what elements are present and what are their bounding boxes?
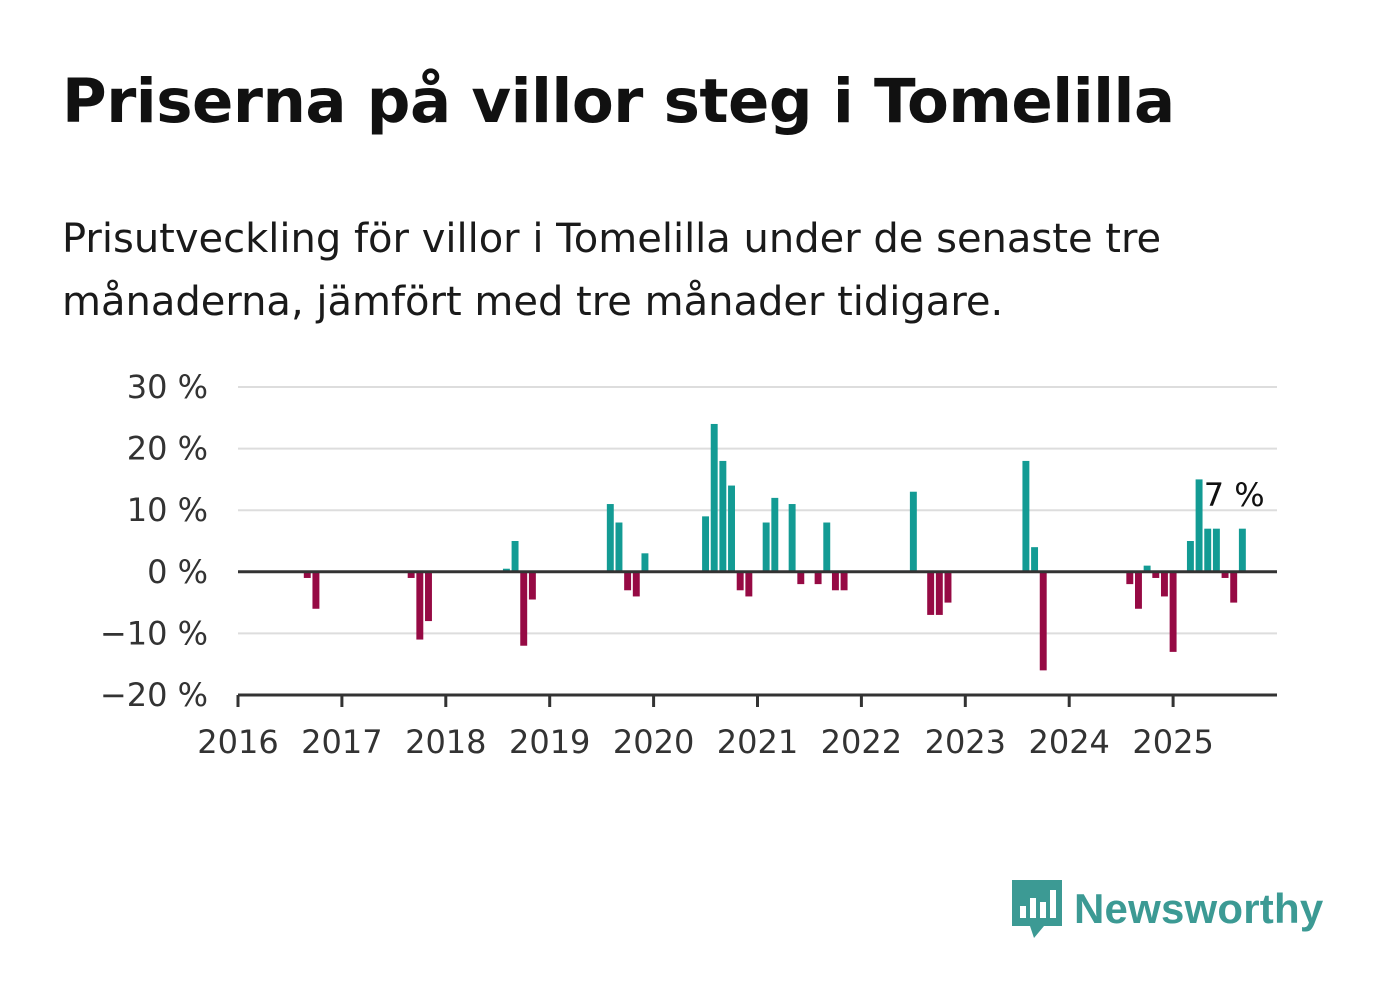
y-tick-label: 20 % bbox=[127, 430, 208, 468]
bar bbox=[1230, 571, 1238, 603]
bar bbox=[407, 571, 415, 578]
bar bbox=[840, 571, 848, 591]
bar bbox=[520, 571, 528, 646]
bar bbox=[762, 522, 770, 572]
annotation: 7 % bbox=[1204, 476, 1265, 514]
x-tick-label: 2023 bbox=[925, 723, 1006, 761]
bar bbox=[1204, 528, 1212, 572]
bar bbox=[1238, 528, 1246, 572]
value-annotation: 7 % bbox=[1204, 476, 1265, 514]
bar bbox=[831, 571, 839, 591]
y-tick-label: −10 % bbox=[100, 614, 208, 652]
chart-subtitle: Prisutveckling för villor i Tomelilla un… bbox=[62, 216, 1162, 325]
brand-name: Newsworthy bbox=[1074, 885, 1324, 932]
bar bbox=[615, 522, 623, 572]
bar bbox=[728, 485, 735, 572]
bar bbox=[606, 504, 614, 572]
y-tick-label: 30 % bbox=[127, 368, 208, 406]
bar bbox=[935, 571, 943, 615]
bar bbox=[944, 571, 952, 603]
bar bbox=[909, 491, 917, 572]
bar bbox=[511, 541, 519, 572]
x-tick-label: 2020 bbox=[613, 723, 694, 761]
bar bbox=[797, 571, 805, 585]
bar bbox=[1195, 479, 1203, 572]
x-tick-label: 2021 bbox=[717, 723, 798, 761]
bar bbox=[814, 571, 822, 585]
y-tick-label: −20 % bbox=[100, 676, 208, 714]
bar bbox=[1135, 571, 1142, 609]
bar bbox=[1212, 528, 1220, 572]
bar bbox=[1169, 571, 1177, 652]
bar bbox=[416, 571, 424, 640]
x-tick-label: 2018 bbox=[405, 723, 486, 761]
bar bbox=[1039, 571, 1047, 671]
x-tick-label: 2017 bbox=[301, 723, 382, 761]
bar bbox=[312, 571, 320, 609]
bars bbox=[303, 423, 1246, 671]
y-axis-labels: −20 % −10 % 0 % 10 % 20 % 30 % bbox=[100, 368, 208, 714]
bar bbox=[1160, 571, 1168, 597]
bar bbox=[425, 571, 432, 622]
bar bbox=[1152, 571, 1160, 578]
bar bbox=[1022, 460, 1030, 572]
newsworthy-logo: Newsworthy bbox=[1010, 878, 1323, 940]
bar bbox=[823, 522, 831, 572]
bar bbox=[719, 460, 727, 572]
gridlines bbox=[238, 386, 1277, 635]
x-tick-label: 2016 bbox=[197, 723, 278, 761]
bar bbox=[745, 571, 753, 597]
y-tick-label: 0 % bbox=[147, 553, 208, 591]
bar bbox=[303, 571, 311, 578]
bar bbox=[1143, 565, 1151, 572]
chart-title: Priserna på villor steg i Tomelilla bbox=[62, 66, 1175, 137]
bar bbox=[641, 553, 649, 572]
x-axis-ticks: 2016 2017 2018 2019 2020 2021 2022 2023 2024 2025 bbox=[197, 695, 1214, 761]
y-tick-label: 10 % bbox=[127, 491, 208, 529]
bar bbox=[927, 571, 935, 615]
bar bbox=[710, 423, 718, 572]
x-tick-label: 2024 bbox=[1028, 723, 1109, 761]
x-tick-label: 2019 bbox=[509, 723, 590, 761]
bar bbox=[788, 504, 796, 572]
bar bbox=[1031, 547, 1039, 572]
bar bbox=[528, 571, 536, 600]
bar bbox=[502, 568, 510, 572]
bar bbox=[1186, 541, 1194, 572]
bar-chart-speech-bubble-icon bbox=[1012, 880, 1062, 938]
x-tick-label: 2022 bbox=[821, 723, 902, 761]
bar bbox=[736, 571, 744, 591]
bar bbox=[702, 516, 710, 572]
bar bbox=[632, 571, 640, 597]
x-tick-label: 2025 bbox=[1132, 723, 1213, 761]
bar bbox=[1221, 571, 1229, 578]
bar bbox=[1126, 571, 1134, 585]
bar bbox=[771, 497, 779, 572]
bar bbox=[624, 571, 632, 591]
bar-chart: −20 %−10 %0 %10 %20 %30 % 2016 2017 2018 20… bbox=[100, 368, 1277, 761]
